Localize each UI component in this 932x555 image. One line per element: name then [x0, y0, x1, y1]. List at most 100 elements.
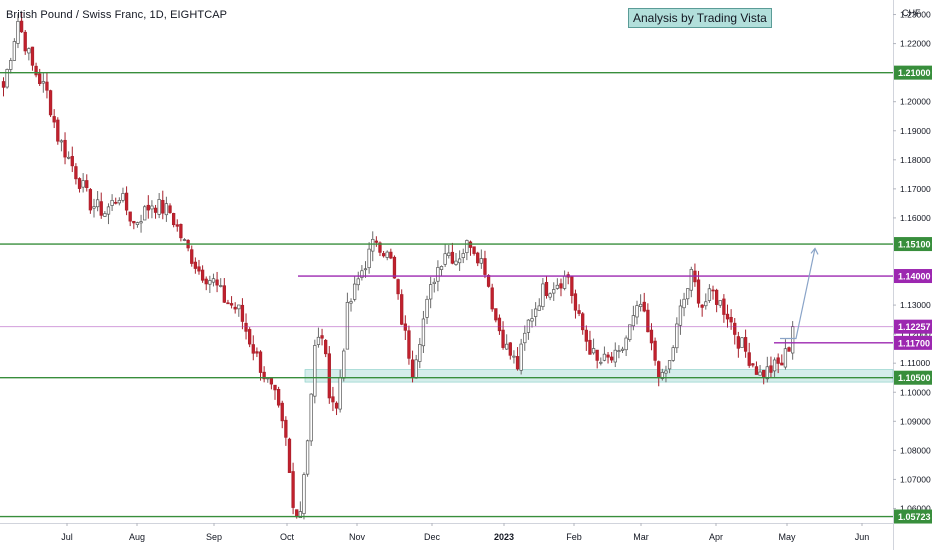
candle-body	[733, 322, 737, 335]
level-badge-label: 1.14000	[898, 272, 931, 282]
x-tick-label: Dec	[424, 532, 441, 542]
candle-body	[646, 309, 650, 333]
x-tick-label: Jul	[61, 532, 73, 542]
x-tick-label: Apr	[709, 532, 723, 542]
candle-body	[450, 251, 455, 264]
candle-body	[226, 302, 230, 305]
candle-body	[110, 200, 114, 206]
chart-title: British Pound / Swiss Franc, 1D, EIGHTCA…	[6, 9, 228, 21]
candle-body	[678, 305, 683, 326]
candle-body	[327, 353, 331, 399]
candle-body	[403, 323, 407, 331]
candle-body	[765, 366, 769, 380]
y-tick-label: 1.10000	[900, 387, 931, 397]
level-badge	[894, 370, 932, 385]
candle-body	[262, 371, 266, 380]
y-tick-label: 1.13000	[900, 300, 931, 310]
y-tick-label: 1.06000	[900, 503, 931, 513]
candle-body	[269, 378, 274, 385]
candle-body	[682, 298, 686, 309]
candle-body	[642, 301, 646, 312]
candle-body	[483, 258, 487, 275]
candle-body	[378, 242, 382, 253]
candle-body	[725, 313, 730, 320]
candle-body	[291, 471, 295, 508]
candle-body	[599, 361, 603, 364]
candle-body	[429, 284, 433, 300]
candle-body	[548, 293, 552, 298]
candle-body	[208, 280, 212, 285]
candle-body	[508, 342, 512, 356]
candle-body	[707, 288, 712, 301]
candle-body	[45, 81, 49, 91]
y-tick-label: 1.11000	[900, 358, 930, 368]
candle-body	[385, 251, 389, 258]
candle-body	[747, 352, 751, 366]
candle-body	[635, 305, 639, 318]
candle-body	[512, 355, 516, 358]
candle-body	[363, 268, 368, 271]
candle-body	[233, 306, 237, 310]
candle-body	[124, 192, 129, 211]
candle-body	[606, 354, 610, 358]
candle-body	[613, 349, 617, 363]
candle-body	[193, 261, 198, 269]
x-tick-label: Mar	[633, 532, 649, 542]
candle-body	[41, 81, 45, 84]
levels	[0, 71, 893, 518]
y-tick-label: 1.07000	[900, 474, 931, 484]
candle-body	[714, 289, 719, 305]
candle-body	[591, 348, 596, 354]
candle-body	[526, 319, 531, 333]
candle-body	[454, 260, 458, 265]
candle-body	[38, 73, 42, 85]
level-badge-label: 1.05723	[898, 512, 931, 522]
candle-body	[772, 359, 777, 372]
candle-body	[410, 359, 415, 378]
y-tick-label: 1.19000	[900, 126, 931, 136]
y-axis: CHF 1.06000 1.07000 1.08000 1.09000 1.10000 1.…	[893, 8, 931, 513]
candle-body	[248, 329, 252, 345]
candle-body	[48, 90, 53, 116]
candle-body	[791, 326, 795, 354]
candle-body	[276, 389, 281, 406]
y-tick-label: 1.22000	[900, 39, 931, 49]
candle-body	[704, 301, 708, 307]
candle-body	[287, 438, 292, 473]
candle-body	[624, 337, 628, 351]
y-tick-label: 1.09000	[900, 416, 931, 426]
candle-body	[316, 336, 321, 345]
candle-body	[251, 344, 255, 354]
candle-body	[610, 356, 614, 361]
candle-body	[649, 329, 654, 344]
candle-body	[164, 203, 169, 216]
candle-body	[696, 279, 701, 304]
candle-body	[345, 301, 350, 350]
x-tick-label: Nov	[349, 532, 366, 542]
candle-body	[190, 249, 194, 264]
candle-body	[313, 345, 317, 397]
candle-body	[711, 289, 715, 292]
candle-body	[302, 474, 306, 514]
candle-body	[490, 287, 494, 310]
candle-body	[200, 269, 205, 281]
candle-body	[722, 298, 726, 315]
candle-body	[143, 206, 147, 221]
candle-body	[128, 211, 132, 222]
candle-body	[150, 205, 154, 210]
candle-body	[581, 313, 585, 331]
forecast-arrow	[780, 248, 816, 340]
candle-body	[671, 347, 675, 361]
candle-body	[501, 329, 505, 348]
candle-body	[5, 69, 9, 88]
candle-body	[389, 251, 393, 259]
candle-body	[743, 337, 748, 352]
candle-body	[783, 348, 788, 368]
candle-body	[443, 253, 447, 265]
candle-body	[63, 139, 67, 158]
candle-body	[331, 396, 335, 403]
candle-body	[544, 281, 549, 296]
candle-body	[515, 356, 520, 370]
candle-body	[425, 298, 429, 318]
